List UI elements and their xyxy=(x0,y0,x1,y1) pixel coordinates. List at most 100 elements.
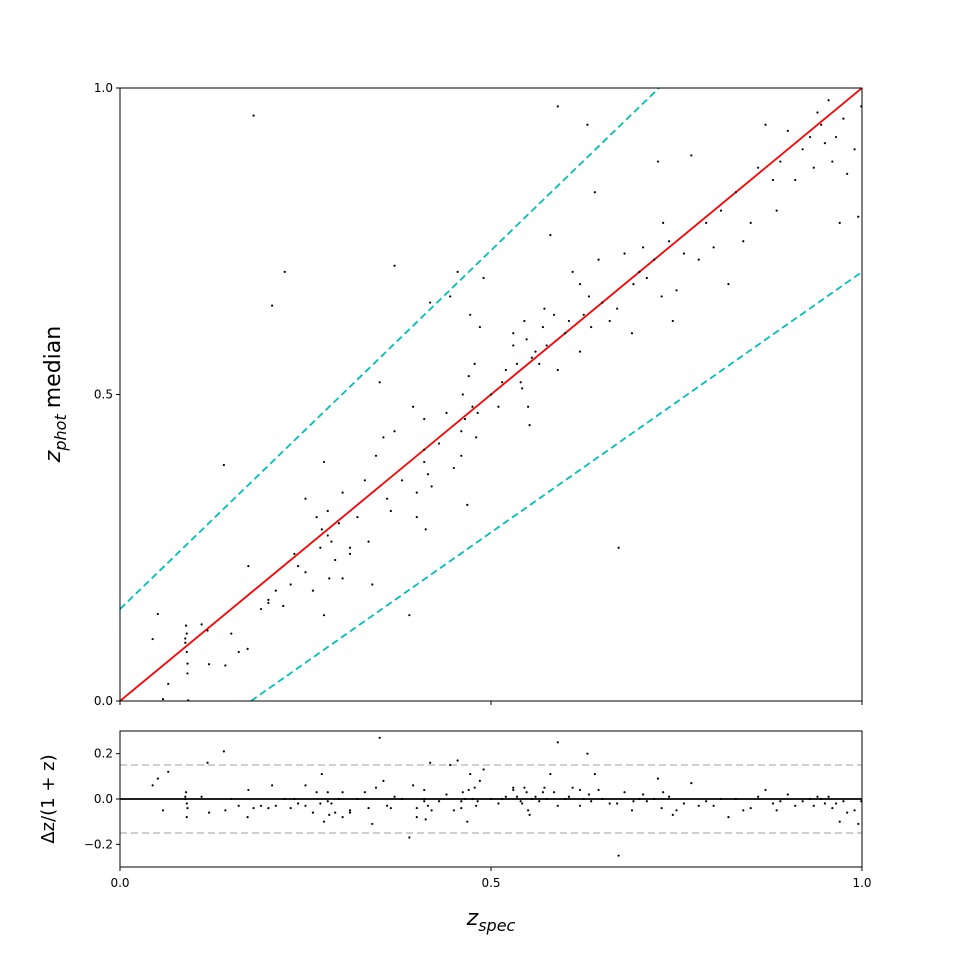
bot-point xyxy=(330,802,333,805)
bot-point xyxy=(334,811,337,814)
top-point xyxy=(530,356,533,359)
bot-point xyxy=(552,791,556,794)
bot-point xyxy=(337,797,340,801)
top-point xyxy=(616,307,619,310)
bot-point xyxy=(771,802,775,805)
top-point xyxy=(523,319,526,323)
bot-point xyxy=(471,797,474,801)
top-point xyxy=(252,114,255,117)
top-point xyxy=(820,123,823,126)
top-line-2 xyxy=(250,271,862,701)
bot-point xyxy=(423,800,426,803)
top-point xyxy=(590,325,593,329)
top-point xyxy=(749,221,752,224)
bot-point xyxy=(586,752,589,755)
bot-point xyxy=(853,809,856,812)
bot-point xyxy=(452,809,455,812)
bot-point xyxy=(386,804,389,807)
bot-point xyxy=(527,809,530,812)
top-point xyxy=(545,344,548,347)
top-point xyxy=(801,148,804,151)
top-point xyxy=(571,270,574,273)
top-point xyxy=(482,276,485,280)
bot-point xyxy=(259,804,263,807)
bot-point xyxy=(437,800,441,803)
bot-point xyxy=(601,797,604,801)
top-point xyxy=(184,624,188,627)
bot-point xyxy=(246,816,249,819)
bot-point xyxy=(831,806,834,810)
bot-point xyxy=(252,806,255,810)
top-point xyxy=(311,589,315,592)
top-point xyxy=(200,623,203,626)
top-point xyxy=(449,295,452,298)
top-point xyxy=(475,436,478,439)
top-point xyxy=(667,240,671,243)
bot-point xyxy=(408,836,411,839)
top-point xyxy=(527,405,530,408)
top-point xyxy=(393,430,396,433)
bot-point xyxy=(749,806,752,810)
top-point xyxy=(593,191,596,194)
bot-point xyxy=(224,809,227,812)
top-point xyxy=(289,583,292,586)
top-point xyxy=(586,123,589,126)
bot-point xyxy=(426,804,430,807)
bot-point xyxy=(842,800,845,803)
top-panel: 0.0 0.5 1.0 zphotmedian xyxy=(41,81,863,708)
bot-point xyxy=(400,797,404,801)
bot-point xyxy=(200,795,203,798)
bot-point xyxy=(184,797,187,801)
top-point xyxy=(330,540,333,543)
top-point xyxy=(452,466,455,470)
top-point xyxy=(337,522,340,525)
bot-point xyxy=(320,772,323,776)
bot-point xyxy=(289,806,292,810)
bot-point xyxy=(328,813,331,816)
top-point xyxy=(426,473,430,476)
top-x-ticks xyxy=(119,701,863,705)
top-point xyxy=(437,442,441,445)
bot-point xyxy=(271,784,274,787)
bot-x-tick-label: 0.0 xyxy=(110,876,129,890)
bot-point xyxy=(424,818,427,821)
top-point xyxy=(167,682,170,685)
bot-point xyxy=(528,813,531,816)
bot-point xyxy=(623,791,626,794)
bot-point xyxy=(812,804,815,807)
top-point xyxy=(727,283,730,286)
top-point xyxy=(808,135,812,139)
bot-point xyxy=(348,809,352,812)
bot-point xyxy=(671,813,674,816)
top-scatter-points xyxy=(151,99,862,701)
top-point xyxy=(267,598,270,601)
top-point xyxy=(838,221,841,224)
top-point xyxy=(341,577,344,580)
top-point xyxy=(386,497,389,500)
bot-point xyxy=(564,797,567,801)
bot-y-tick-label: −0.2 xyxy=(84,837,113,851)
bot-point xyxy=(167,770,170,773)
bot-point xyxy=(348,811,352,814)
top-point xyxy=(283,270,286,273)
bot-point xyxy=(423,788,426,792)
bot-point xyxy=(545,797,548,801)
bot-point xyxy=(779,800,782,803)
bot-point xyxy=(461,791,464,794)
top-point xyxy=(293,552,296,555)
bot-point xyxy=(525,791,528,794)
top-point xyxy=(642,246,645,249)
bot-point xyxy=(645,800,648,803)
bot-point xyxy=(682,802,686,805)
bot-point xyxy=(567,795,571,798)
top-point xyxy=(556,105,559,108)
bot-point xyxy=(582,797,585,801)
bot-point xyxy=(742,809,745,812)
top-point xyxy=(582,313,585,316)
bot-point xyxy=(469,772,472,776)
bot-point xyxy=(311,811,315,814)
top-point xyxy=(304,571,307,574)
bot-point xyxy=(571,786,574,789)
bot-point xyxy=(423,797,426,801)
